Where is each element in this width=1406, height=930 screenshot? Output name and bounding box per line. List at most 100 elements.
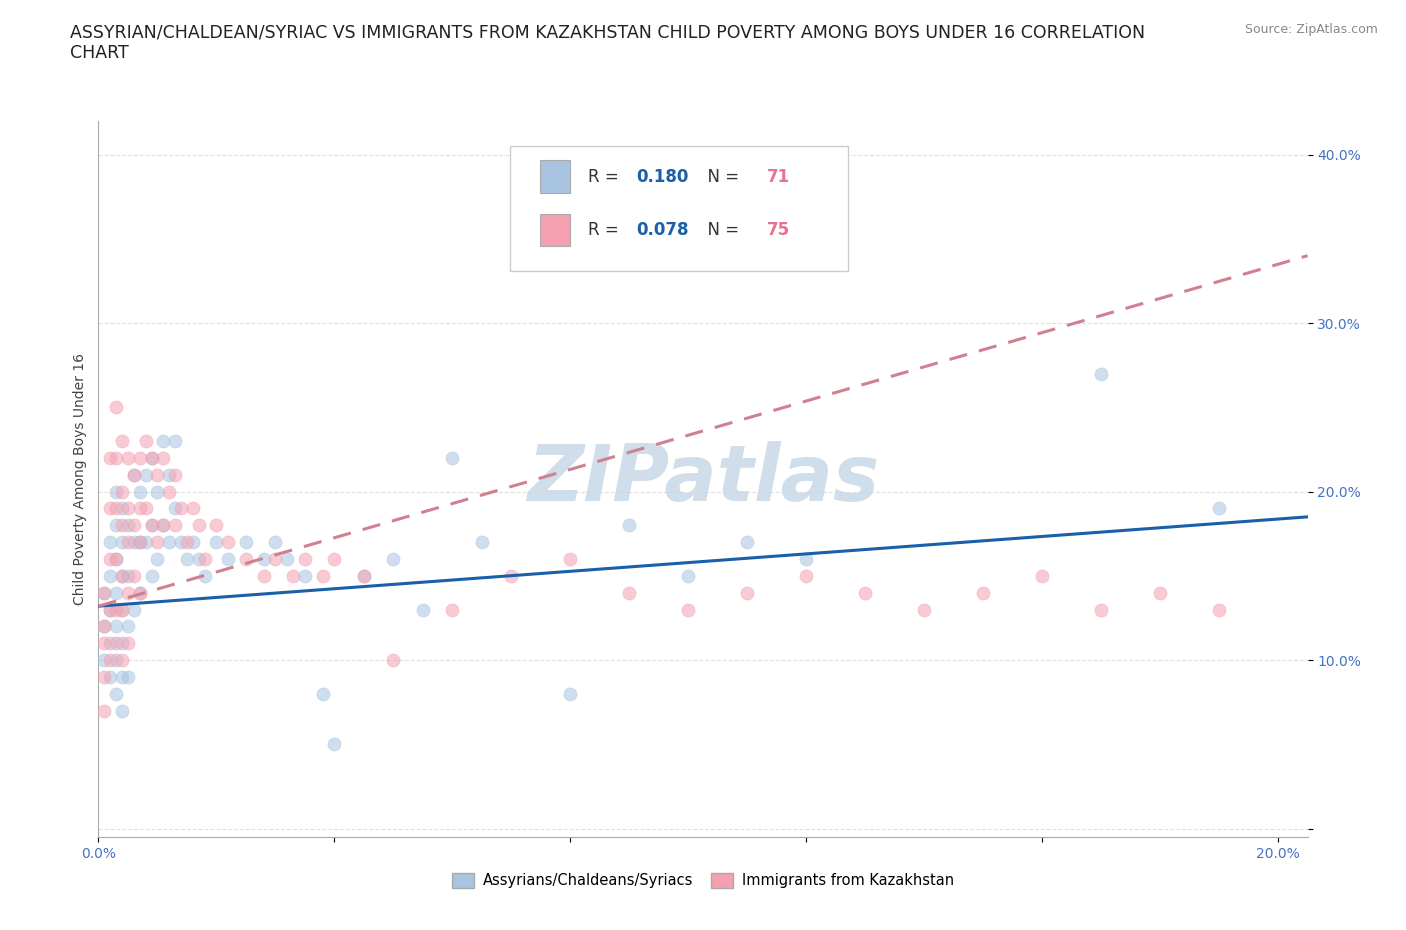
- Point: [157, 485, 180, 499]
- Point: [111, 568, 134, 583]
- Point: [117, 518, 139, 533]
- Point: [117, 619, 139, 634]
- Point: [122, 467, 145, 482]
- Point: [117, 585, 139, 600]
- Point: [678, 568, 700, 583]
- Point: [1149, 585, 1171, 600]
- Point: [105, 485, 128, 499]
- Point: [560, 551, 582, 566]
- Point: [141, 450, 163, 465]
- Point: [323, 551, 346, 566]
- Text: R =: R =: [588, 221, 624, 239]
- Point: [217, 551, 239, 566]
- Point: [146, 467, 169, 482]
- Point: [165, 518, 187, 533]
- Point: [98, 602, 121, 617]
- Text: N =: N =: [697, 167, 744, 186]
- Point: [111, 703, 134, 718]
- Point: [117, 535, 139, 550]
- Point: [152, 518, 174, 533]
- Point: [205, 535, 228, 550]
- Point: [441, 450, 464, 465]
- Point: [93, 585, 115, 600]
- Point: [105, 551, 128, 566]
- Point: [311, 568, 333, 583]
- Point: [111, 501, 134, 516]
- Point: [105, 518, 128, 533]
- Point: [93, 653, 115, 668]
- Point: [152, 450, 174, 465]
- Point: [382, 551, 405, 566]
- Point: [165, 467, 187, 482]
- Point: [111, 602, 134, 617]
- Point: [98, 653, 121, 668]
- Point: [146, 485, 169, 499]
- Text: R =: R =: [588, 167, 624, 186]
- FancyBboxPatch shape: [540, 214, 569, 246]
- Point: [794, 568, 817, 583]
- Text: 75: 75: [768, 221, 790, 239]
- Point: [276, 551, 298, 566]
- Point: [678, 602, 700, 617]
- Point: [122, 602, 145, 617]
- Point: [93, 703, 115, 718]
- Point: [93, 619, 115, 634]
- Text: 0.180: 0.180: [637, 167, 689, 186]
- Point: [735, 585, 758, 600]
- Point: [93, 670, 115, 684]
- Point: [294, 551, 316, 566]
- Y-axis label: Child Poverty Among Boys Under 16: Child Poverty Among Boys Under 16: [73, 353, 87, 604]
- Point: [105, 653, 128, 668]
- Point: [187, 551, 209, 566]
- Point: [323, 737, 346, 751]
- Point: [194, 568, 217, 583]
- Point: [135, 501, 157, 516]
- Point: [311, 686, 333, 701]
- Point: [122, 535, 145, 550]
- Point: [122, 467, 145, 482]
- Point: [98, 501, 121, 516]
- Point: [98, 670, 121, 684]
- Text: ASSYRIAN/CHALDEAN/SYRIAC VS IMMIGRANTS FROM KAZAKHSTAN CHILD POVERTY AMONG BOYS : ASSYRIAN/CHALDEAN/SYRIAC VS IMMIGRANTS F…: [70, 23, 1146, 62]
- Text: ZIPatlas: ZIPatlas: [527, 441, 879, 517]
- Point: [111, 653, 134, 668]
- Point: [353, 568, 375, 583]
- Point: [146, 535, 169, 550]
- Point: [264, 551, 287, 566]
- Point: [128, 585, 150, 600]
- Point: [105, 400, 128, 415]
- Point: [117, 636, 139, 651]
- Point: [441, 602, 464, 617]
- Point: [98, 551, 121, 566]
- Point: [157, 467, 180, 482]
- Point: [217, 535, 239, 550]
- Point: [252, 551, 274, 566]
- Text: N =: N =: [697, 221, 744, 239]
- Point: [194, 551, 217, 566]
- Point: [181, 535, 204, 550]
- Point: [105, 551, 128, 566]
- Point: [264, 535, 287, 550]
- Point: [912, 602, 935, 617]
- Point: [170, 535, 193, 550]
- Point: [501, 568, 523, 583]
- Point: [1208, 602, 1230, 617]
- Point: [128, 501, 150, 516]
- Point: [619, 585, 641, 600]
- Point: [128, 535, 150, 550]
- Point: [122, 518, 145, 533]
- Point: [205, 518, 228, 533]
- Point: [111, 670, 134, 684]
- Point: [93, 585, 115, 600]
- Point: [98, 450, 121, 465]
- Point: [170, 501, 193, 516]
- Point: [294, 568, 316, 583]
- Point: [252, 568, 274, 583]
- Point: [972, 585, 994, 600]
- Point: [135, 433, 157, 448]
- FancyBboxPatch shape: [509, 146, 848, 272]
- Point: [146, 551, 169, 566]
- Point: [111, 568, 134, 583]
- Point: [98, 568, 121, 583]
- Point: [235, 535, 257, 550]
